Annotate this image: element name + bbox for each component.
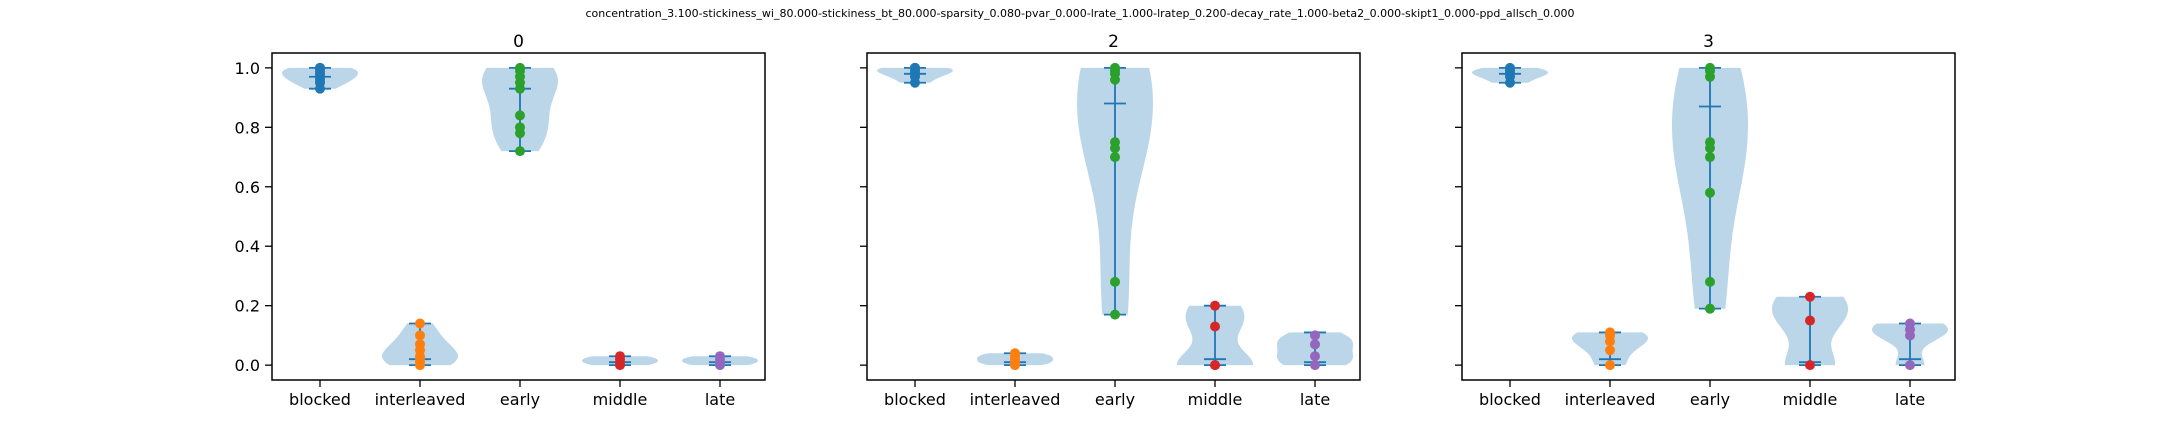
data-point [1805, 315, 1815, 326]
data-point [1010, 348, 1020, 359]
data-point [1705, 187, 1715, 198]
data-point [515, 122, 525, 133]
x-tick-label: late [705, 390, 735, 409]
y-tick-label: 0.8 [235, 118, 260, 137]
data-point [1310, 339, 1320, 350]
x-tick-label: interleaved [375, 390, 466, 409]
data-point [1310, 330, 1320, 341]
data-point [615, 351, 625, 362]
data-point [715, 351, 725, 362]
data-point [1805, 360, 1815, 371]
x-tick-label: middle [1783, 390, 1838, 409]
data-point [1210, 300, 1220, 311]
data-point [415, 330, 425, 341]
data-point [1110, 62, 1120, 73]
y-tick-label: 0.2 [235, 297, 260, 316]
data-point [515, 62, 525, 73]
axes-frame [1461, 52, 1956, 381]
data-point [515, 146, 525, 157]
panel-0: 0 0.0 0.2 0.4 0.6 0.8 1.0 blocked interleaved ear… [235, 32, 766, 409]
data-point [1110, 309, 1120, 320]
data-point [1605, 345, 1615, 356]
figure-title: concentration_3.100-stickiness_wi_80.000… [585, 7, 1575, 20]
x-tick-label: blocked [1479, 390, 1541, 409]
y-tick-label: 1.0 [235, 59, 260, 78]
data-point [415, 318, 425, 329]
panel-title: 3 [1703, 32, 1714, 52]
panel-3: 3 blocked interleaved early middle late [1455, 32, 1956, 409]
data-point [1705, 276, 1715, 287]
x-tick-label: middle [1188, 390, 1243, 409]
x-tick-label: interleaved [970, 390, 1061, 409]
data-point [1905, 360, 1915, 371]
data-point [515, 110, 525, 121]
data-point [1705, 152, 1715, 163]
data-point [1905, 318, 1915, 329]
x-tick-label: late [1300, 390, 1330, 409]
data-point [315, 62, 325, 73]
panel-2: 2 blocked interleaved early middle late [860, 32, 1361, 409]
x-tick-label: early [1690, 390, 1730, 409]
data-point [1310, 360, 1320, 371]
x-tick-label: blocked [884, 390, 946, 409]
y-tick-label: 0.4 [235, 237, 260, 256]
y-tick-label: 0.6 [235, 178, 260, 197]
data-point [1110, 137, 1120, 148]
x-tick-label: interleaved [1565, 390, 1656, 409]
panel-title: 2 [1108, 32, 1119, 52]
data-point [1705, 303, 1715, 314]
panel-title: 0 [513, 32, 524, 52]
data-point [1210, 321, 1220, 332]
data-point [1210, 360, 1220, 371]
axes-frame [866, 52, 1361, 381]
data-point [1505, 62, 1515, 73]
data-point [1605, 360, 1615, 371]
data-point [1705, 62, 1715, 73]
data-point [1110, 276, 1120, 287]
x-tick-label: blocked [289, 390, 351, 409]
x-tick-label: late [1895, 390, 1925, 409]
data-point [1605, 327, 1615, 338]
data-point [1705, 137, 1715, 148]
data-point [1110, 152, 1120, 163]
data-point [910, 62, 920, 73]
x-tick-label: early [1095, 390, 1135, 409]
data-point [415, 339, 425, 350]
data-point [1310, 351, 1320, 362]
axes-frame [271, 52, 766, 381]
data-point [1805, 291, 1815, 302]
x-tick-label: middle [593, 390, 648, 409]
x-tick-label: early [500, 390, 540, 409]
y-tick-label: 0.0 [235, 356, 260, 375]
